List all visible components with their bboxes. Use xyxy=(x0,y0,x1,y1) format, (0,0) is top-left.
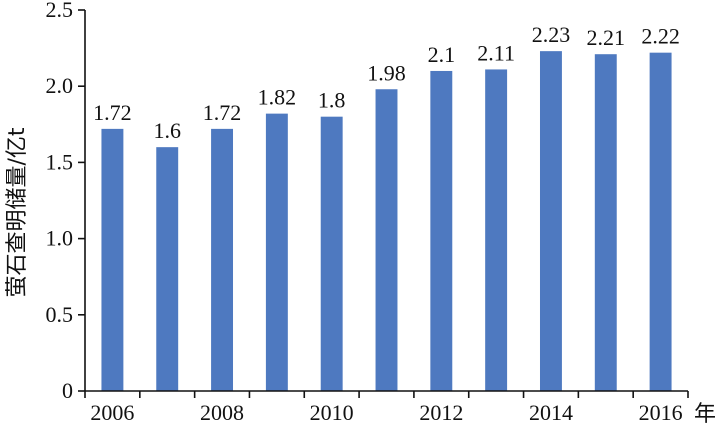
y-tick-label-1.5: 1.5 xyxy=(46,149,74,174)
bar-2014 xyxy=(539,51,562,392)
x-tick-label-2008: 2008 xyxy=(200,400,244,425)
data-labels-group: 1.72 1.6 1.72 1.82 1.8 1.98 2.1 2.11 2.23 2.21 2.2… xyxy=(93,22,680,143)
y-axis-label: 萤石查明储量/亿t xyxy=(5,127,30,297)
x-tick-label-2014: 2014 xyxy=(529,400,573,425)
axes-group xyxy=(84,10,688,392)
bar-2016 xyxy=(649,52,672,392)
data-label-2016: 2.22 xyxy=(641,24,680,49)
y-tick-label-2.5: 2.5 xyxy=(46,0,74,22)
data-label-2008: 1.72 xyxy=(203,100,242,125)
bar-2011 xyxy=(375,89,398,391)
data-label-2014: 2.23 xyxy=(532,22,571,47)
data-label-2009: 1.82 xyxy=(258,85,297,110)
bars-group xyxy=(101,51,672,392)
y-tick-label-0: 0 xyxy=(62,378,73,403)
bar-2007 xyxy=(156,147,179,391)
bar-2006 xyxy=(101,128,124,391)
bar-2008 xyxy=(211,128,234,391)
x-tick-label-2012: 2012 xyxy=(419,400,463,425)
x-tick-label-2006: 2006 xyxy=(90,400,134,425)
data-label-2015: 2.21 xyxy=(587,25,626,50)
y-ticks-group: 0 0.5 1.0 1.5 2.0 2.5 xyxy=(46,0,85,403)
data-label-2011: 1.98 xyxy=(367,60,406,85)
bar-2012 xyxy=(430,70,453,392)
bar-2013 xyxy=(485,69,508,391)
bar-2015 xyxy=(594,54,617,391)
x-ticks-group: 2006 2008 2010 2012 2014 2016 xyxy=(84,391,689,425)
x-tick-label-2016: 2016 xyxy=(639,400,683,425)
data-label-2006: 1.72 xyxy=(93,100,132,125)
data-label-2013: 2.11 xyxy=(477,40,515,65)
x-tick-label-2010: 2010 xyxy=(310,400,354,425)
y-tick-label-0.5: 0.5 xyxy=(46,302,74,327)
bar-2010 xyxy=(320,116,343,392)
x-axis-label: 年 xyxy=(694,402,716,427)
data-label-2007: 1.6 xyxy=(153,118,181,143)
bar-2009 xyxy=(265,113,288,391)
data-label-2012: 2.1 xyxy=(428,42,456,67)
y-tick-label-1.0: 1.0 xyxy=(46,226,74,251)
y-tick-label-2.0: 2.0 xyxy=(46,73,74,98)
data-label-2010: 1.8 xyxy=(318,88,346,113)
